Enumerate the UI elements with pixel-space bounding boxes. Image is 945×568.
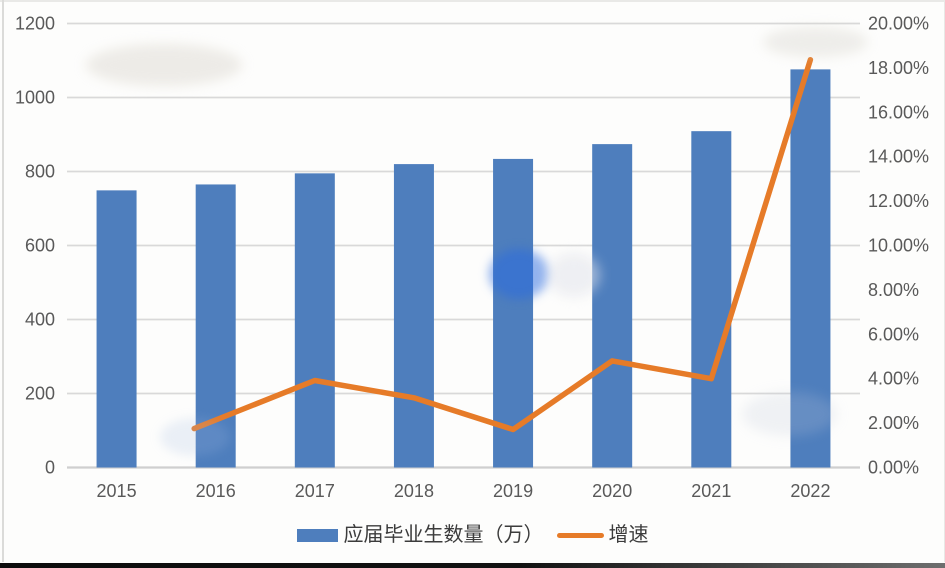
y-right-tick-18.00%: 18.00% — [868, 58, 929, 78]
y-left-tick-1200: 1200 — [15, 14, 55, 34]
photo-edge-left — [2, 0, 4, 562]
y-right-tick-2.00%: 2.00% — [868, 413, 919, 433]
photo-edge-bottom — [0, 563, 945, 568]
bar-2020 — [592, 144, 633, 468]
x-tick-2018: 2018 — [394, 481, 434, 501]
x-tick-2020: 2020 — [592, 481, 632, 501]
legend-line-swatch — [556, 532, 604, 538]
bar-2018 — [393, 164, 434, 468]
y-right-tick-6.00%: 6.00% — [868, 324, 919, 344]
photo-edge-top — [0, 0, 945, 2]
y-left-tick-400: 400 — [25, 310, 55, 330]
bar-2022 — [790, 69, 831, 468]
y-right-tick-4.00%: 4.00% — [868, 369, 919, 389]
y-left-tick-0: 0 — [45, 458, 55, 478]
y-right-tick-8.00%: 8.00% — [868, 280, 919, 300]
x-tick-2016: 2016 — [196, 481, 236, 501]
legend-line-label: 增速 — [608, 524, 649, 546]
y-left-tick-200: 200 — [25, 384, 55, 404]
y-left-tick-800: 800 — [25, 162, 55, 182]
bar-2017 — [294, 173, 335, 468]
bar-2021 — [691, 131, 732, 468]
y-left-tick-600: 600 — [25, 236, 55, 256]
y-right-tick-0.00%: 0.00% — [868, 458, 919, 478]
y-right-tick-20.00%: 20.00% — [868, 14, 929, 34]
x-tick-2017: 2017 — [295, 481, 335, 501]
bar-2019 — [493, 158, 534, 468]
legend-bar-swatch — [296, 528, 338, 542]
chart-legend: 应届毕业生数量（万） 增速 — [0, 521, 945, 549]
x-tick-2022: 2022 — [790, 481, 830, 501]
y-right-tick-12.00%: 12.00% — [868, 191, 929, 211]
y-left-tick-1000: 1000 — [15, 88, 55, 108]
y-right-tick-16.00%: 16.00% — [868, 102, 929, 122]
growth-line — [191, 56, 814, 433]
y-right-tick-14.00%: 14.00% — [868, 147, 929, 167]
x-tick-2019: 2019 — [493, 481, 533, 501]
y-right-tick-10.00%: 10.00% — [868, 236, 929, 256]
legend-bar-label: 应届毕业生数量（万） — [343, 524, 544, 546]
x-tick-2015: 2015 — [97, 481, 137, 501]
x-tick-2021: 2021 — [691, 481, 731, 501]
bar-2015 — [96, 190, 137, 468]
